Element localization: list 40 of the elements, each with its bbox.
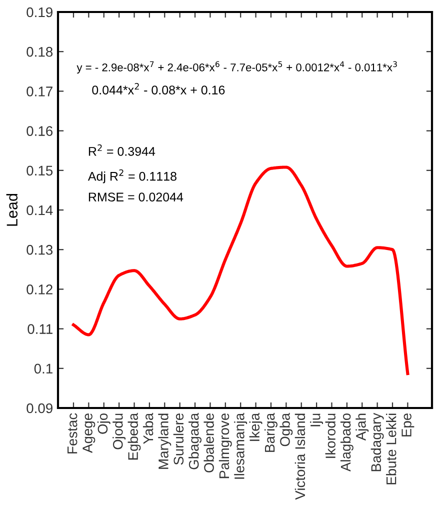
x-tick-label: Victoria Island (294, 414, 306, 500)
x-tick-label: Ebute Lekki (386, 414, 396, 484)
y-tick-label: 0.19 (26, 7, 52, 18)
x-tick-label: Agege (82, 413, 96, 453)
x-tick-label: Alagbado (340, 413, 354, 472)
y-tick-label: 0.15 (26, 166, 53, 176)
x-tick-label: Ikeja (249, 412, 262, 441)
x-tick-label: Ogba (280, 412, 293, 446)
x-tick-label: Gbagada (188, 412, 202, 470)
annotation: R$^{2}$ = 0.3944 (88, 144, 156, 156)
y-tick-label: 0.17 (26, 86, 52, 96)
annotation: RMSE = 0.02044 (88, 192, 184, 202)
y-axis-title: Lead (6, 194, 18, 226)
x-tick-label: Ojo (97, 413, 110, 434)
x-tick-label: Surulere (173, 413, 184, 465)
x-tick-label: Badagary (370, 412, 384, 472)
x-tick-label: Palmgrove (218, 413, 232, 478)
x-tick-label: Maryland (158, 414, 172, 469)
y-tick-label: 0.1 (34, 364, 52, 374)
y-tick-label: 0.14 (26, 205, 53, 216)
x-tick-label: Festac (68, 413, 78, 454)
annotation: Adj R$^{2}$ = 0.1118 (88, 169, 176, 184)
x-tick-label: Epe (402, 413, 414, 436)
x-tick-label: Iju (310, 414, 324, 426)
y-tick-label: 0.11 (28, 324, 52, 334)
x-tick-label: Ojodu (112, 414, 126, 450)
x-tick-label: Ikorodu (325, 414, 336, 458)
x-tick-label: Ilesamanja (234, 412, 248, 479)
y-tick-label: 0.09 (26, 403, 52, 414)
text: y = - 2.9e-08*x$^{7}$ + 2.4e-06*x$^{6}$ - 7.7e-05*x$^{5}$ + 0.0012*x$^{4}$ - 0.011*x$^{3}$ (76, 61, 397, 74)
y-tick-label: 0.12 (26, 284, 52, 294)
x-tick-label: Yaba (142, 412, 154, 444)
x-tick-label: Obalende (204, 413, 214, 472)
x-tick-label: Bariga (264, 412, 278, 452)
y-tick-label: 0.13 (26, 244, 53, 255)
y-tick-label: 0.18 (26, 46, 53, 57)
annotation: 0.044*x$^{2}$ - 0.08*x + 0.16 (92, 83, 225, 94)
x-tick-label: Egbeda (128, 412, 141, 460)
y-tick-label: 0.16 (26, 126, 53, 136)
x-tick-label: Ajah (356, 414, 369, 441)
